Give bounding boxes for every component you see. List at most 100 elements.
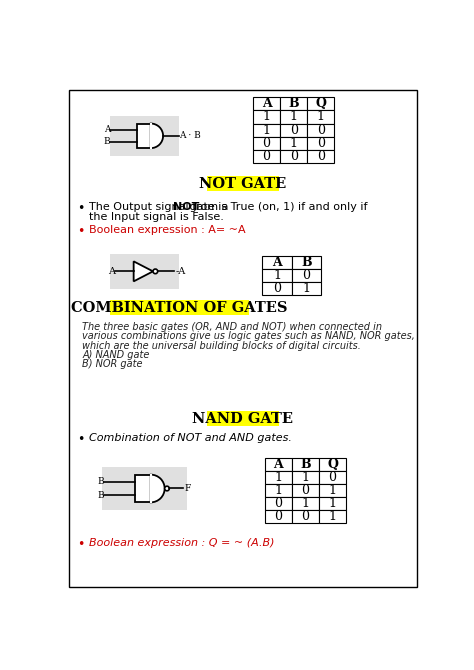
Bar (253, 123, 280, 137)
Text: the Input signal is False.: the Input signal is False. (89, 212, 224, 222)
Bar (253, 97, 280, 111)
Bar (262, 269, 292, 282)
Text: A: A (108, 267, 115, 276)
Text: 0: 0 (301, 484, 310, 497)
Text: •: • (77, 433, 85, 446)
Bar (280, 149, 307, 163)
Text: A: A (104, 125, 110, 134)
Text: Boolean expression : Q = ~ (A.B): Boolean expression : Q = ~ (A.B) (89, 538, 274, 548)
Bar (319, 458, 346, 471)
Circle shape (153, 269, 158, 273)
Text: B: B (288, 97, 299, 111)
Bar (280, 97, 307, 111)
Bar (109, 300, 249, 316)
Text: 0: 0 (317, 123, 325, 137)
Bar (135, 474, 151, 502)
Text: 1: 1 (274, 471, 282, 484)
Bar (307, 97, 334, 111)
Text: A: A (273, 458, 283, 471)
Text: 1: 1 (301, 471, 310, 484)
Text: NOT GATE: NOT GATE (199, 178, 287, 192)
Text: Boolean expression : A= ~A: Boolean expression : A= ~A (89, 225, 246, 235)
Text: The Output signal from a: The Output signal from a (89, 202, 232, 212)
Text: 0: 0 (273, 282, 281, 295)
Bar (307, 149, 334, 163)
Bar (280, 137, 307, 149)
Bar (292, 269, 321, 282)
Text: 1: 1 (328, 510, 337, 523)
Bar (253, 149, 280, 163)
Bar (262, 282, 292, 295)
Bar (280, 111, 307, 123)
Bar (292, 497, 319, 510)
Bar (264, 458, 292, 471)
Text: 1: 1 (290, 137, 298, 149)
Text: which are the universal building blocks of digital circuits.: which are the universal building blocks … (82, 340, 361, 350)
Text: 1: 1 (301, 497, 310, 510)
Wedge shape (151, 474, 164, 502)
Bar (262, 256, 292, 269)
Text: 0: 0 (274, 497, 282, 510)
Text: A: A (262, 97, 272, 111)
Text: F: F (185, 484, 191, 493)
Circle shape (164, 486, 169, 491)
Text: •: • (77, 225, 85, 238)
Text: 0: 0 (290, 149, 298, 163)
Bar (292, 256, 321, 269)
Text: 1: 1 (263, 111, 271, 123)
Text: 0: 0 (317, 137, 325, 149)
Text: 0: 0 (317, 149, 325, 163)
Text: 1: 1 (263, 123, 271, 137)
Text: 0: 0 (263, 149, 271, 163)
Text: B: B (98, 477, 104, 486)
Bar (264, 471, 292, 484)
Bar (109, 116, 179, 156)
Bar (280, 123, 307, 137)
Bar (264, 497, 292, 510)
Bar (307, 111, 334, 123)
Text: 0: 0 (274, 510, 282, 523)
Text: 1: 1 (274, 484, 282, 497)
Text: -A: -A (175, 267, 186, 276)
Text: various combinations give us logic gates such as NAND, NOR gates,: various combinations give us logic gates… (82, 332, 415, 342)
Text: A) NAND gate: A) NAND gate (82, 350, 150, 360)
Bar (207, 411, 279, 426)
Text: gate is True (on, 1) if and only if: gate is True (on, 1) if and only if (186, 202, 367, 212)
Bar (292, 458, 319, 471)
Bar (102, 467, 187, 510)
Bar (319, 510, 346, 523)
Text: Q: Q (327, 458, 338, 471)
Bar (137, 123, 151, 148)
Text: 1: 1 (317, 111, 325, 123)
Text: A · B: A · B (179, 131, 201, 140)
Bar (292, 282, 321, 295)
Bar (207, 176, 279, 191)
Bar (264, 484, 292, 497)
Bar (292, 471, 319, 484)
Bar (319, 497, 346, 510)
Text: 1: 1 (302, 282, 310, 295)
Bar (292, 510, 319, 523)
Text: 0: 0 (328, 471, 337, 484)
Text: 1: 1 (328, 484, 337, 497)
Text: B) NOR gate: B) NOR gate (82, 359, 143, 369)
Text: Q: Q (315, 97, 326, 111)
Text: 1: 1 (273, 269, 281, 282)
Text: B: B (301, 256, 312, 269)
Bar (264, 510, 292, 523)
Text: B: B (300, 458, 310, 471)
Text: The three basic gates (OR, AND and NOT) when connected in: The three basic gates (OR, AND and NOT) … (82, 322, 383, 332)
Text: COMBINATION OF GATES: COMBINATION OF GATES (71, 302, 288, 316)
Text: NAND GATE: NAND GATE (192, 412, 293, 426)
Text: •: • (77, 538, 85, 551)
Text: B: B (98, 491, 104, 500)
Text: 0: 0 (290, 123, 298, 137)
Polygon shape (134, 261, 153, 281)
Wedge shape (151, 123, 163, 148)
Text: Combination of NOT and AND gates.: Combination of NOT and AND gates. (89, 433, 292, 443)
Text: 0: 0 (302, 269, 310, 282)
Bar (109, 254, 179, 289)
Text: 1: 1 (328, 497, 337, 510)
Text: B: B (104, 137, 110, 147)
Bar (253, 111, 280, 123)
